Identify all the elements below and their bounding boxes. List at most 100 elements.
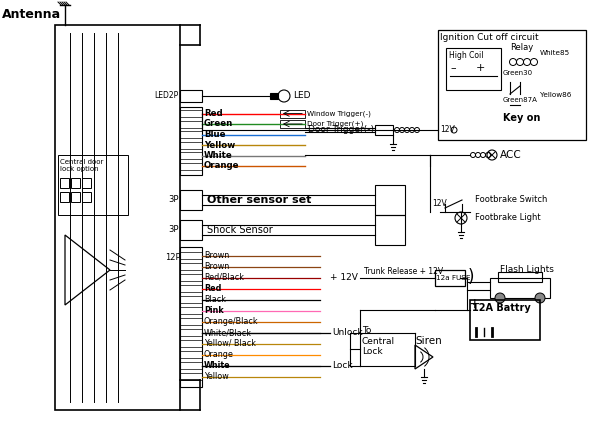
- Bar: [60, 178, 69, 188]
- Bar: [180, 142, 202, 148]
- Text: Yellow: Yellow: [204, 141, 235, 149]
- Bar: [270, 93, 278, 99]
- Text: Yellow86: Yellow86: [540, 92, 571, 98]
- Text: Other sensor set: Other sensor set: [207, 195, 311, 205]
- Text: +: +: [476, 63, 485, 73]
- Text: 3P: 3P: [168, 196, 179, 205]
- Text: Flash Lights: Flash Lights: [500, 266, 554, 275]
- Bar: [180, 285, 202, 292]
- Text: ): ): [468, 269, 475, 287]
- Text: 12a FUSE: 12a FUSE: [436, 275, 470, 281]
- Bar: [375, 185, 405, 215]
- Text: Door Trigger(-): Door Trigger(-): [308, 126, 374, 135]
- Text: 3P: 3P: [168, 226, 179, 235]
- Bar: [280, 109, 305, 118]
- Text: White/Black: White/Black: [204, 328, 252, 337]
- Text: Relay: Relay: [510, 43, 533, 52]
- Bar: [180, 107, 202, 175]
- Bar: [180, 340, 202, 347]
- Bar: [71, 192, 80, 202]
- Text: High Coil: High Coil: [449, 51, 484, 60]
- Text: Orange: Orange: [204, 350, 234, 359]
- Text: Footbrake Light: Footbrake Light: [475, 214, 541, 223]
- Text: Orange: Orange: [204, 161, 239, 170]
- Circle shape: [495, 293, 505, 303]
- Bar: [82, 192, 91, 202]
- Text: Yellow: Yellow: [204, 372, 229, 381]
- Bar: [438, 30, 586, 140]
- Bar: [60, 192, 69, 202]
- Text: White: White: [204, 361, 230, 370]
- Bar: [180, 247, 202, 387]
- Text: Blue: Blue: [204, 130, 226, 139]
- Bar: [180, 329, 202, 336]
- Bar: [498, 272, 542, 282]
- Bar: [446, 48, 501, 90]
- Bar: [180, 373, 202, 380]
- Bar: [180, 318, 202, 325]
- Bar: [180, 296, 202, 303]
- Text: Red: Red: [204, 284, 221, 293]
- Bar: [490, 278, 550, 298]
- Text: Pink: Pink: [204, 306, 224, 315]
- Text: Shock Sensor: Shock Sensor: [207, 225, 273, 235]
- Bar: [180, 252, 202, 259]
- Bar: [180, 121, 202, 127]
- Text: Trunk Release + 12V: Trunk Release + 12V: [364, 267, 443, 276]
- Text: Brown: Brown: [204, 262, 229, 271]
- Text: + 12V: + 12V: [330, 273, 358, 282]
- Text: White85: White85: [540, 50, 570, 56]
- Bar: [180, 190, 202, 210]
- Text: Door Trigger(+): Door Trigger(+): [307, 121, 364, 127]
- Bar: [180, 152, 202, 159]
- Bar: [71, 178, 80, 188]
- Text: Window Trigger(-): Window Trigger(-): [307, 110, 371, 117]
- Text: Yellow/ Black: Yellow/ Black: [204, 339, 256, 348]
- Bar: [180, 362, 202, 369]
- Text: 12A Battry: 12A Battry: [472, 303, 531, 313]
- Bar: [58, 155, 128, 215]
- Text: Green87A: Green87A: [503, 97, 538, 103]
- Text: 12V: 12V: [440, 126, 455, 135]
- Text: Lock: Lock: [332, 361, 353, 370]
- Bar: [180, 110, 202, 117]
- Text: Central door: Central door: [60, 159, 103, 165]
- Text: Unlock: Unlock: [332, 328, 362, 337]
- Bar: [180, 163, 202, 169]
- Bar: [180, 351, 202, 358]
- Text: Brown: Brown: [204, 251, 229, 260]
- Text: –: –: [450, 63, 455, 73]
- Text: Antenna: Antenna: [2, 7, 61, 21]
- Bar: [180, 307, 202, 314]
- Bar: [180, 131, 202, 138]
- Bar: [55, 25, 180, 410]
- Text: 12V: 12V: [432, 199, 447, 208]
- Bar: [180, 274, 202, 281]
- Text: Footbrake Switch: Footbrake Switch: [475, 196, 547, 205]
- Text: 12P: 12P: [165, 253, 181, 262]
- Bar: [280, 120, 305, 128]
- Circle shape: [535, 293, 545, 303]
- Bar: [375, 215, 405, 245]
- Text: Red/Black: Red/Black: [204, 273, 244, 282]
- Bar: [82, 178, 91, 188]
- Text: +: +: [468, 297, 479, 311]
- Text: LED2P: LED2P: [154, 91, 178, 100]
- Bar: [180, 220, 202, 240]
- Bar: [180, 263, 202, 270]
- Text: ACC: ACC: [500, 150, 522, 160]
- Text: Ignition Cut off circuit: Ignition Cut off circuit: [440, 33, 539, 42]
- Text: Siren: Siren: [415, 336, 442, 346]
- Text: lock option: lock option: [60, 166, 98, 172]
- Text: Green30: Green30: [503, 70, 533, 76]
- Text: Black: Black: [204, 295, 226, 304]
- Bar: [180, 90, 202, 102]
- Text: Orange/Black: Orange/Black: [204, 317, 259, 326]
- Text: Key on: Key on: [503, 113, 541, 123]
- Bar: [470, 300, 540, 340]
- Text: LED: LED: [293, 91, 311, 100]
- Text: Green: Green: [204, 120, 233, 129]
- Bar: [375, 125, 393, 135]
- Text: To
Central
Lock: To Central Lock: [362, 326, 395, 356]
- Text: White: White: [204, 151, 233, 160]
